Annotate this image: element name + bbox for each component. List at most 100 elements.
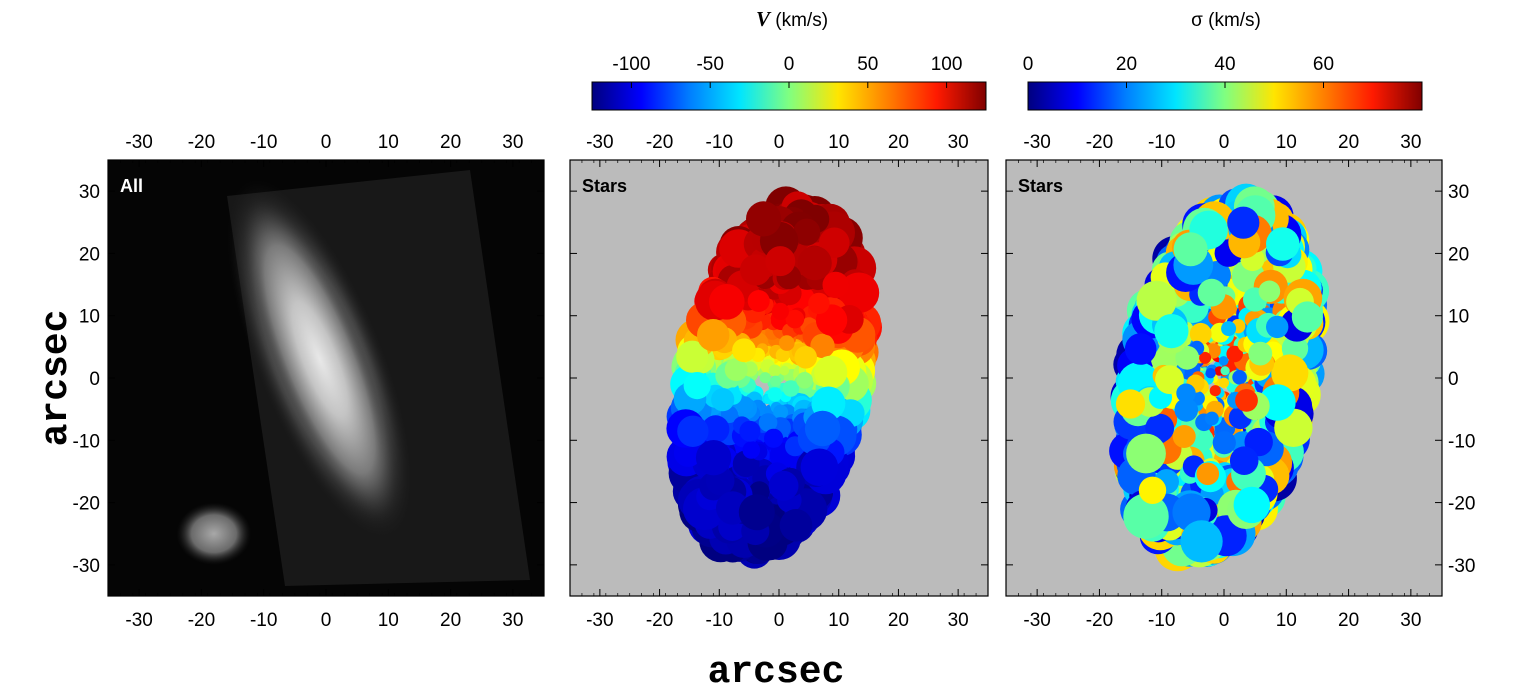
x-tick-label-bottom: 20 <box>1338 610 1359 631</box>
y-tick-label-right: 0 <box>1448 369 1459 390</box>
voronoi-bin <box>747 290 770 312</box>
y-tick-label-right: -30 <box>1448 556 1475 577</box>
colorbar-velocity: V (km/s) -100 -50 0 50 100 <box>591 7 987 111</box>
voronoi-bin <box>1218 356 1229 366</box>
voronoi-bin <box>1126 433 1166 474</box>
x-tick-label-bottom: -30 <box>586 610 613 631</box>
voronoi-bin <box>1266 227 1300 261</box>
colorbar-tick-label: 60 <box>1313 54 1334 75</box>
y-tick-label-right: -20 <box>1448 494 1475 515</box>
x-tick-label-top: 0 <box>1219 132 1230 153</box>
voronoi-bin <box>1174 398 1199 422</box>
panel-velocity-ticks: -30 -30 -20 -20 -10 -10 0 0 10 10 20 20 30 30 <box>569 132 989 631</box>
x-tick-label-bottom: -20 <box>646 610 673 631</box>
x-tick-label-bottom: 10 <box>1276 610 1297 631</box>
x-tick-label-top: 0 <box>321 132 332 153</box>
x-tick-label-top: 30 <box>1400 132 1421 153</box>
voronoi-bin <box>1266 315 1289 339</box>
x-tick-label-top: -30 <box>586 132 613 153</box>
voronoi-bin <box>1175 345 1200 370</box>
voronoi-bin <box>1233 486 1271 524</box>
voronoi-bin <box>822 271 849 299</box>
x-tick-label-top: 20 <box>888 132 909 153</box>
galaxy-companion <box>176 502 252 565</box>
panel-all-label: All <box>120 176 143 196</box>
colorbar-dispersion-title: σ (km/s) <box>1191 10 1261 31</box>
voronoi-bin <box>764 428 784 448</box>
x-tick-label-top: 20 <box>1338 132 1359 153</box>
voronoi-bin <box>701 415 730 444</box>
colorbar-tick-label: 20 <box>1116 54 1137 75</box>
voronoi-bin <box>1173 232 1208 267</box>
panel-dispersion-ticks: -30 -30 -20 -20 -10 -10 0 0 10 10 20 20 30 30 30 20 10 0 -… <box>1005 132 1475 631</box>
voronoi-bin <box>1235 389 1258 412</box>
x-tick-label-top: 10 <box>378 132 399 153</box>
voronoi-bin <box>1172 425 1196 448</box>
voronoi-bin <box>779 365 790 376</box>
voronoi-bin <box>746 201 782 237</box>
y-tick-label-right: 30 <box>1448 182 1469 203</box>
colorbar-tick-label: 100 <box>931 54 963 75</box>
x-tick-label-bottom: 0 <box>774 610 785 631</box>
voronoi-bin <box>709 284 745 320</box>
colorbar-tick-label: 0 <box>1023 54 1034 75</box>
voronoi-bin <box>782 380 800 397</box>
voronoi-bin <box>1226 345 1243 363</box>
x-tick-label-bottom: 30 <box>502 610 523 631</box>
voronoi-bin <box>814 355 848 389</box>
voronoi-bin <box>732 338 756 363</box>
x-tick-label-bottom: 20 <box>440 610 461 631</box>
voronoi-bin <box>810 333 835 359</box>
voronoi-bin <box>779 509 813 542</box>
x-tick-label-bottom: -20 <box>1086 610 1113 631</box>
voronoi-bin <box>768 364 781 377</box>
voronoi-bin <box>683 372 711 400</box>
colorbar-tick-label: 0 <box>784 54 795 75</box>
voronoi-bin <box>771 302 790 320</box>
voronoi-bin <box>838 272 880 314</box>
x-tick-label-bottom: -30 <box>1023 610 1050 631</box>
x-tick-label-top: -20 <box>646 132 673 153</box>
colorbar-tick-label: 50 <box>857 54 878 75</box>
voronoi-bin <box>1136 280 1177 321</box>
y-axis-label: arcsec <box>35 310 78 447</box>
x-tick-label-top: 30 <box>502 132 523 153</box>
voronoi-bin <box>1205 368 1216 379</box>
panel-dispersion-frame <box>1005 159 1443 597</box>
voronoi-bin <box>1196 462 1220 486</box>
voronoi-bin <box>758 413 778 432</box>
panel-velocity-frame <box>569 159 989 597</box>
voronoi-bin <box>1212 431 1236 455</box>
x-tick-label-top: 0 <box>774 132 785 153</box>
voronoi-bin <box>770 375 782 387</box>
colorbar-dispersion: σ (km/s) 0 20 40 60 <box>1023 10 1423 111</box>
colorbar-velocity-title: V (km/s) <box>756 7 828 31</box>
voronoi-bin <box>779 335 795 351</box>
voronoi-bin <box>1258 280 1281 303</box>
voronoi-bin <box>1154 314 1189 349</box>
voronoi-bin <box>808 292 830 315</box>
y-tick-label-right: -10 <box>1448 431 1475 452</box>
y-tick-label-left: 10 <box>79 307 100 328</box>
voronoi-bin <box>1155 365 1184 394</box>
dispersion-map <box>1109 183 1330 572</box>
x-tick-label-top: 20 <box>440 132 461 153</box>
y-tick-label-right: 10 <box>1448 307 1469 328</box>
voronoi-bin <box>739 420 761 442</box>
voronoi-bin <box>1189 322 1212 345</box>
voronoi-bin <box>1138 476 1167 504</box>
x-tick-label-top: -30 <box>1023 132 1050 153</box>
voronoi-bin <box>724 358 748 382</box>
x-tick-label-bottom: 0 <box>1219 610 1230 631</box>
voronoi-bin <box>1229 446 1259 476</box>
x-tick-label-top: -10 <box>1148 132 1175 153</box>
voronoi-bin <box>804 410 841 447</box>
velocity-map <box>666 186 882 569</box>
voronoi-bin <box>1197 278 1226 307</box>
x-tick-label-bottom: 30 <box>1400 610 1421 631</box>
voronoi-bin <box>695 440 732 476</box>
voronoi-bin <box>1115 389 1146 419</box>
x-tick-label-top: 10 <box>1276 132 1297 153</box>
x-tick-label-bottom: 20 <box>888 610 909 631</box>
x-tick-label-bottom: -10 <box>1148 610 1175 631</box>
